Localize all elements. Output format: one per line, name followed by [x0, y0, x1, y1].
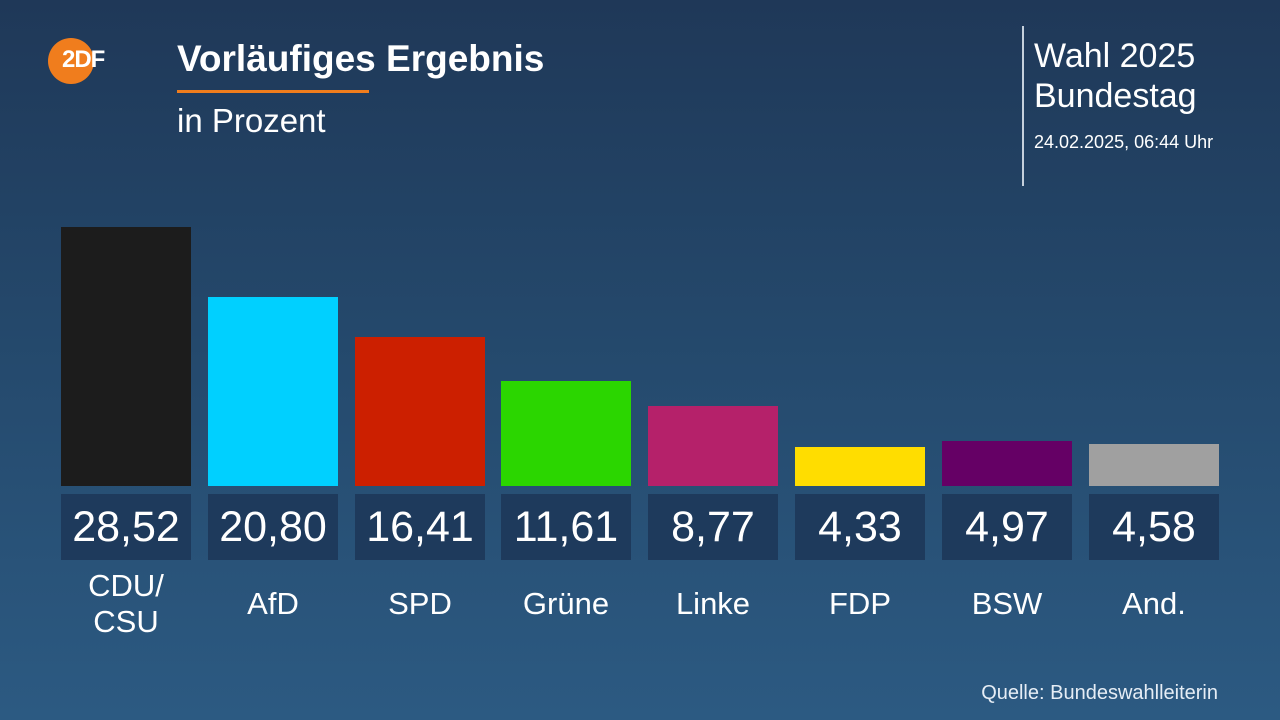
- value-label: 4,58: [1089, 494, 1219, 560]
- value-label: 4,97: [942, 494, 1072, 560]
- chart-subtitle: in Prozent: [177, 102, 326, 139]
- party-label: CDU/CSU: [88, 568, 164, 639]
- title-underline: [177, 90, 369, 93]
- party-label: And.: [1122, 586, 1186, 621]
- chart-title: Vorläufiges Ergebnis: [177, 38, 545, 79]
- bar-5: [795, 447, 925, 486]
- bar-3: [501, 381, 631, 486]
- bar-7: [1089, 444, 1219, 486]
- zdf-logo-text: 2DF: [62, 46, 105, 73]
- bar-1: [208, 297, 338, 486]
- bar-4: [648, 406, 778, 486]
- value-label: 16,41: [355, 494, 485, 560]
- election-body: Bundestag: [1034, 77, 1197, 115]
- bar-2: [355, 337, 485, 486]
- party-label: FDP: [829, 586, 891, 621]
- zdf-logo-icon: [48, 38, 94, 84]
- party-label: SPD: [388, 586, 452, 621]
- value-label: 4,33: [795, 494, 925, 560]
- value-label: 20,80: [208, 494, 338, 560]
- timestamp: 24.02.2025, 06:44 Uhr: [1034, 132, 1214, 152]
- election-title: Wahl 2025 Bundestag: [1034, 36, 1197, 116]
- value-label: 8,77: [648, 494, 778, 560]
- bar-0: [61, 227, 191, 486]
- value-label: 11,61: [501, 494, 631, 560]
- election-name: Wahl 2025: [1034, 37, 1196, 75]
- source-note: Quelle: Bundeswahlleiterin: [981, 682, 1218, 704]
- bar-6: [942, 441, 1072, 486]
- party-label: BSW: [971, 586, 1043, 621]
- header-divider: [1022, 26, 1024, 186]
- party-label: Linke: [675, 586, 751, 621]
- party-label: AfD: [247, 586, 299, 621]
- value-label: 28,52: [61, 494, 191, 560]
- party-label: Grüne: [522, 586, 610, 621]
